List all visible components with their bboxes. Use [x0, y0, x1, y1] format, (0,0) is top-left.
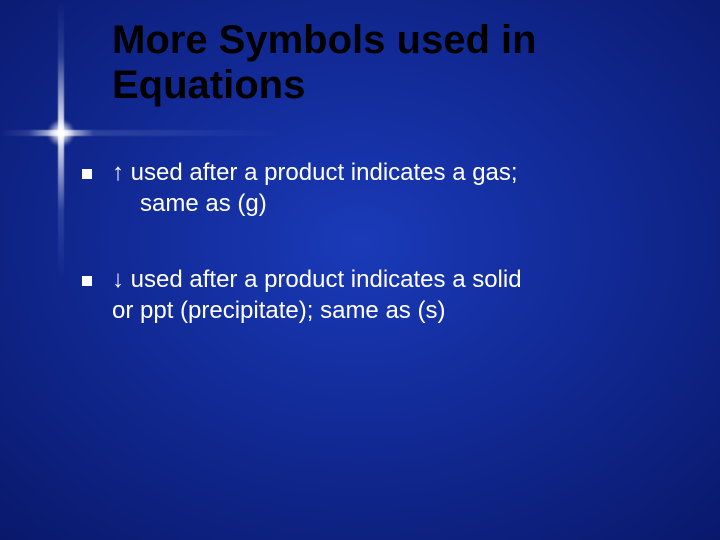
bullet-item: ↑ used after a product indicates a gas; … [82, 158, 672, 219]
bullet-line-1: ↑ used after a product indicates a gas; [112, 159, 518, 186]
bullet-marker-icon [82, 276, 92, 286]
bullet-item: ↓ used after a product indicates a solid… [82, 265, 672, 326]
bullet-line-1: ↓ used after a product indicates a solid [112, 266, 522, 293]
lens-flare-core [47, 119, 75, 147]
bullet-line-2: same as (g) [112, 189, 672, 220]
lens-flare-horizontal [0, 130, 720, 136]
bullet-line-2: or ppt (precipitate); same as (s) [112, 297, 445, 324]
slide-title: More Symbols used in Equations [112, 18, 672, 108]
bullet-text: ↑ used after a product indicates a gas; … [112, 158, 672, 219]
slide-body: ↑ used after a product indicates a gas; … [82, 158, 672, 373]
slide: More Symbols used in Equations ↑ used af… [0, 0, 720, 540]
bullet-marker-icon [82, 169, 92, 179]
bullet-text: ↓ used after a product indicates a solid… [112, 265, 672, 326]
